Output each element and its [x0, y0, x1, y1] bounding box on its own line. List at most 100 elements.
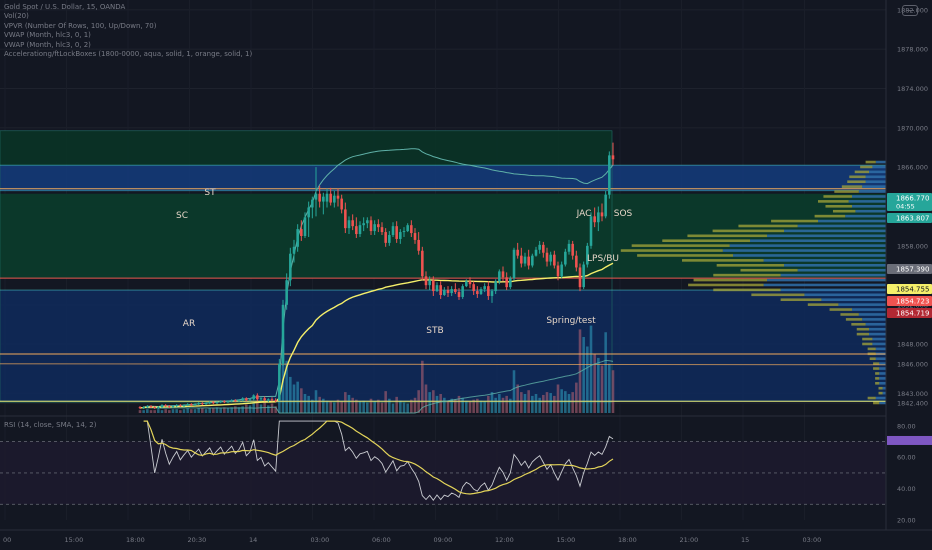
volume-bar	[201, 408, 204, 413]
legend-volume[interactable]: Vol(20)	[4, 12, 29, 21]
vpvr-row-down	[872, 342, 886, 346]
vpvr-row-up	[856, 332, 869, 336]
price-label-gray	[887, 264, 932, 274]
vpvr-row-down	[875, 357, 886, 361]
rsi-tick-label: 80.00	[897, 422, 916, 430]
vpvr-row-up	[869, 357, 876, 361]
price-tick-label: 1874.000	[897, 85, 928, 93]
volume-bar	[208, 408, 211, 413]
candle-body	[333, 195, 336, 203]
volume-bar	[578, 329, 582, 413]
volume-bar	[212, 408, 215, 413]
time-tick-label: 09:00	[434, 536, 453, 544]
vpvr-row-down	[797, 268, 886, 272]
annotation-sos: SOS	[614, 209, 633, 219]
candle-body	[366, 220, 369, 224]
volume-bar	[362, 400, 365, 413]
vpvr-row-down	[852, 195, 886, 198]
candle-body	[520, 255, 523, 264]
volume-bar	[171, 409, 175, 413]
vpvr-row-down	[855, 209, 886, 213]
vpvr-row-up	[841, 185, 863, 188]
volume-bar	[388, 398, 391, 413]
time-tick-label: 03:00	[311, 536, 330, 544]
candle-body	[586, 245, 589, 265]
candle-body	[311, 199, 314, 208]
candle-body	[457, 292, 461, 297]
legend-lockboxes[interactable]: Accelerationg/ftLockBoxes (1800-0000, aq…	[4, 50, 253, 59]
volume-bar	[428, 392, 431, 413]
vpvr-row-down	[852, 205, 886, 208]
rsi-tick-label: 20.00	[897, 517, 916, 525]
vpvr-row-down	[818, 219, 886, 223]
legend-rsi[interactable]: RSI (14, close, SMA, 14, 2)	[4, 421, 97, 429]
rsi-tick-label: 60.00	[897, 454, 916, 462]
volume-bar	[245, 404, 248, 413]
rsi-pane	[0, 415, 886, 505]
rsi-ma-line	[143, 420, 614, 495]
volume-bar	[582, 337, 585, 413]
volume-bar	[545, 392, 549, 413]
rsi-line	[143, 420, 614, 501]
candle-body	[553, 254, 556, 266]
candle-body	[384, 232, 387, 243]
volume-bar	[399, 400, 402, 413]
candle-body	[391, 226, 395, 236]
volume-bar	[281, 338, 285, 413]
volume-bar	[542, 394, 545, 413]
vpvr-row-up	[865, 160, 876, 164]
vpvr-row-down	[862, 318, 886, 321]
candle-body	[259, 398, 263, 400]
volume-bar	[567, 394, 571, 413]
volume-bar	[586, 346, 589, 413]
price-label-darkred	[887, 308, 932, 318]
vwap-upper-band	[139, 148, 614, 409]
volume-bar	[377, 399, 380, 413]
time-tick-label: 06:00	[372, 536, 391, 544]
volume-bar	[285, 360, 288, 413]
annotation-ar: AR	[183, 319, 195, 329]
lockbox-zone-upper	[0, 165, 886, 191]
volume-bar	[340, 401, 343, 413]
volume-bar	[347, 394, 351, 413]
legend-vwap-2[interactable]: VWAP (Month, hlc3, 0, 2)	[4, 40, 91, 49]
vpvr-row-down	[852, 308, 886, 311]
volume-bar	[160, 410, 164, 413]
candle-body	[182, 405, 186, 407]
candle-body	[600, 212, 604, 217]
candle-body	[538, 244, 541, 250]
vpvr-row-up	[851, 323, 866, 326]
candle-body	[483, 286, 486, 290]
volume-bar	[391, 403, 395, 413]
vpvr-row-up	[738, 224, 798, 228]
volume-bar	[186, 408, 189, 413]
volume-bar	[168, 410, 171, 413]
vpvr-row-down	[784, 229, 886, 233]
volume-bar	[472, 399, 475, 413]
volume-bar	[520, 392, 523, 413]
volume-bar	[241, 406, 244, 413]
chart-settings-button[interactable]	[902, 5, 918, 16]
time-axis: 00 15:00 18:00 20:30 14 03:00 06:00 09:00 12:00 1…	[0, 529, 932, 544]
legend-vwap-1[interactable]: VWAP (Month, hlc3, 0, 1)	[4, 31, 91, 40]
annotation-st: ST	[204, 188, 216, 198]
rsi-tick-label: 40.00	[897, 485, 916, 493]
volume-bar	[494, 397, 497, 413]
vpvr-row-up	[825, 205, 852, 208]
vpvr-row-down	[865, 180, 886, 184]
candle-body	[560, 264, 563, 277]
symbol-title[interactable]: Gold Spot / U.S. Dollar, 15, OANDA	[4, 3, 126, 11]
price-label-countdown: 04:55	[896, 203, 915, 211]
volume-bar	[219, 408, 222, 413]
legend-vpvr[interactable]: VPVR (Number Of Rows, 100, Up/Down, 70)	[4, 21, 157, 30]
candle-body	[465, 281, 468, 287]
candle-body	[593, 216, 596, 223]
vpvr-row-up	[875, 372, 880, 375]
vpvr-row-up	[845, 318, 863, 321]
volume-bar	[439, 394, 442, 413]
vpvr-row-up	[682, 259, 764, 262]
candle-body	[435, 285, 439, 292]
candle-body	[578, 267, 582, 288]
volume-bar	[413, 397, 417, 413]
